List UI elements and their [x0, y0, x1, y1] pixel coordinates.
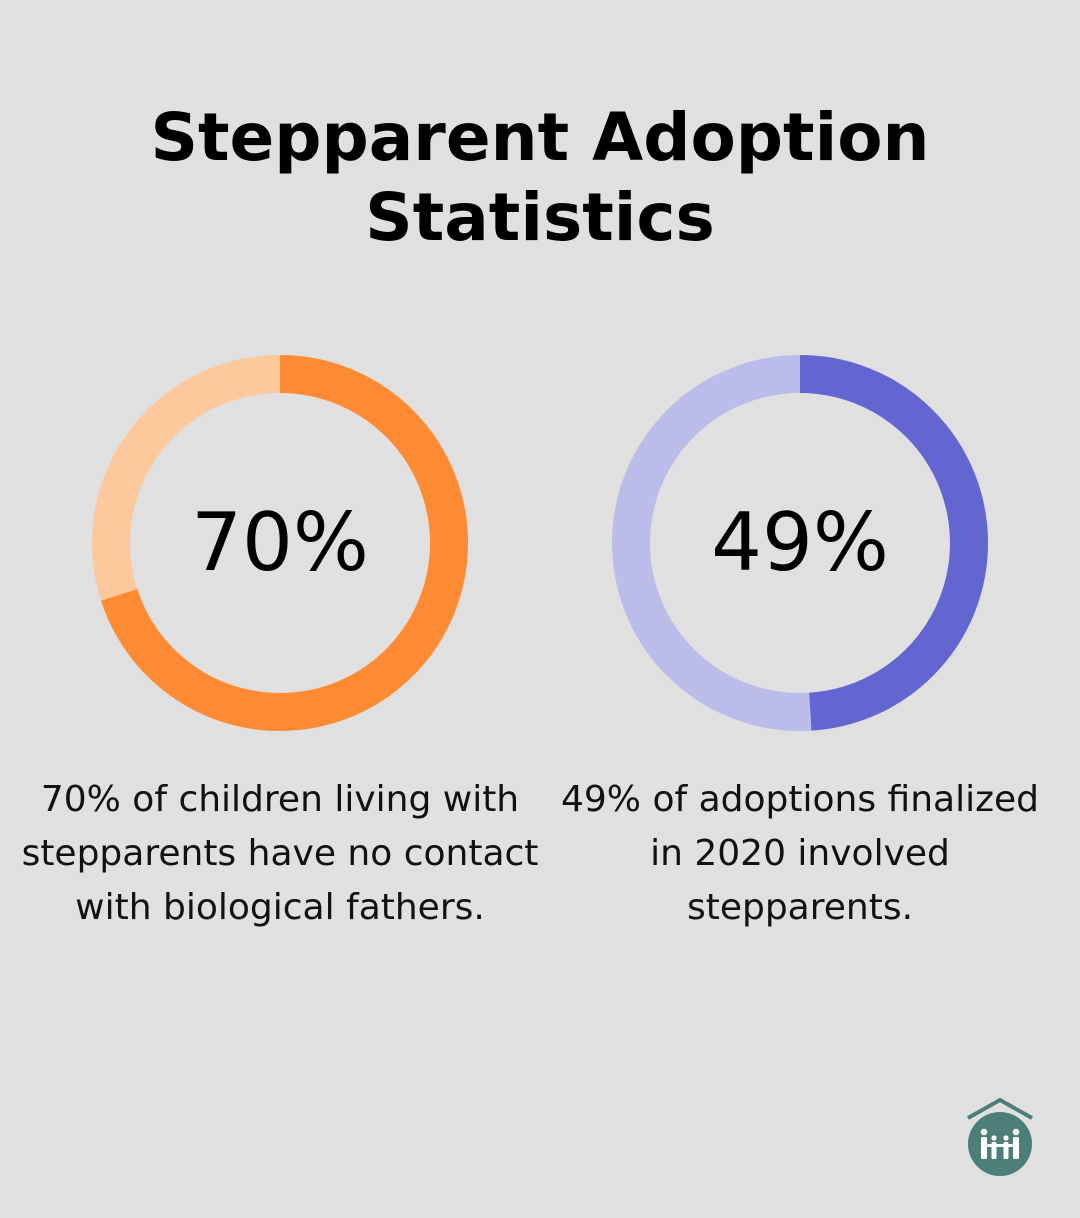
donut-arc-left	[92, 355, 468, 731]
donut-svg-right	[612, 355, 988, 731]
donut-svg-left	[92, 355, 468, 731]
donut-chart-right: 49%	[612, 355, 988, 731]
title-line-1: Stepparent Adoption	[150, 99, 930, 176]
logo-svg	[967, 1097, 1033, 1176]
donut-arc-right	[612, 355, 988, 731]
title-line-2: Statistics	[365, 179, 715, 256]
stat-caption-left: 70% of children living with stepparents …	[21, 779, 539, 928]
donut-value-left: 70%	[191, 496, 369, 589]
stat-caption-right: 49% of adoptions finalized in 2020 invol…	[560, 779, 1039, 928]
donut-chart-left: 70%	[92, 355, 468, 731]
family-house-icon	[964, 1097, 1036, 1178]
page-title: Stepparent Adoption Statistics	[0, 98, 1080, 258]
donut-value-right: 49%	[711, 496, 889, 589]
logo-roof	[967, 1097, 1033, 1120]
logo-figures	[980, 1128, 1020, 1159]
